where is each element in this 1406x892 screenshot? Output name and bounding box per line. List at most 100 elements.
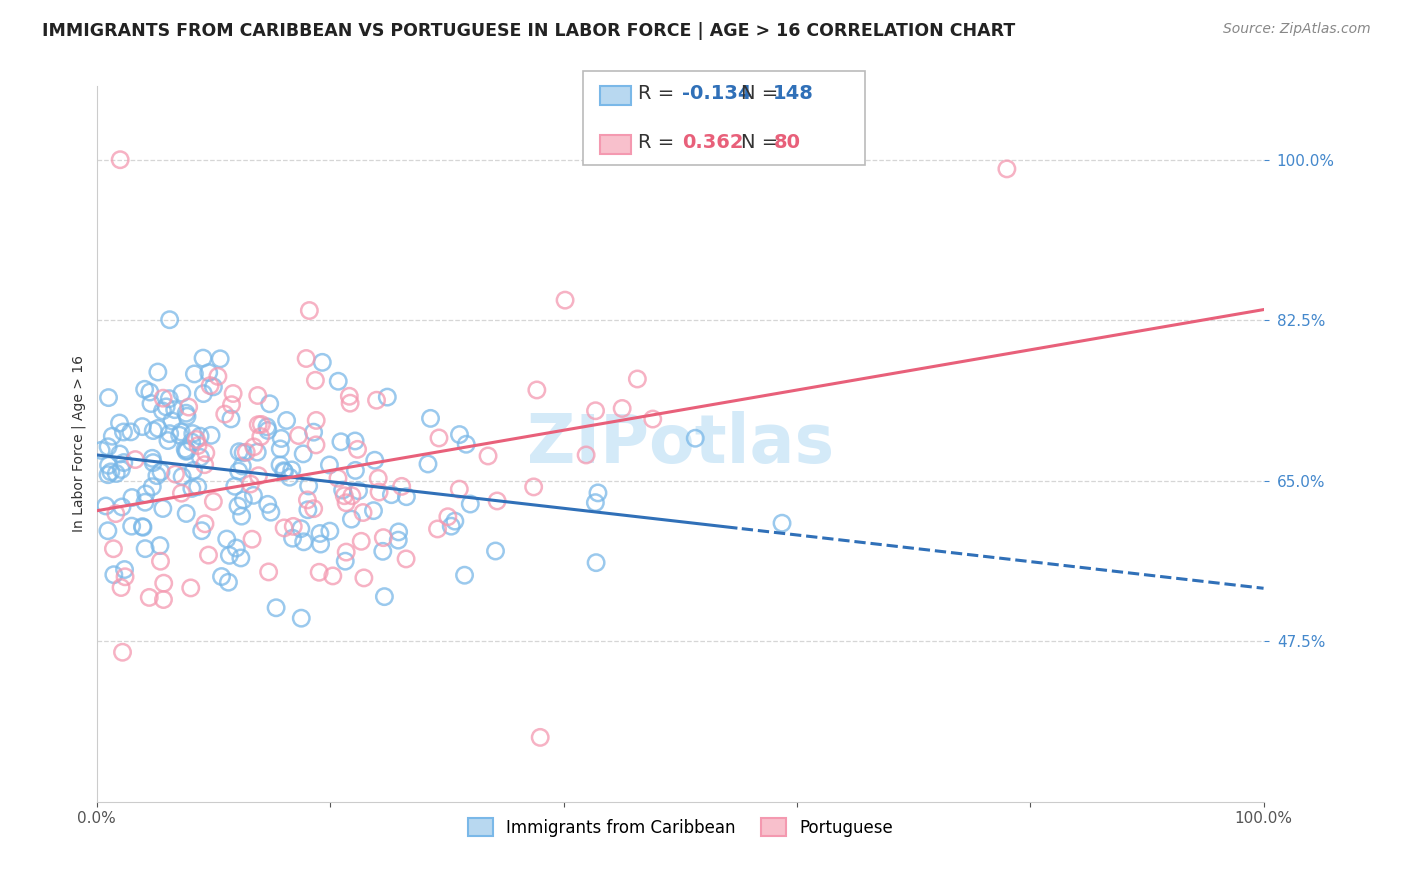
Point <box>108 447 131 461</box>
Point <box>134 495 156 509</box>
Point <box>458 497 481 511</box>
Point <box>585 403 607 417</box>
Point <box>152 576 174 591</box>
Point <box>105 467 128 481</box>
Point <box>141 451 163 466</box>
Point <box>290 522 312 536</box>
Point <box>373 590 395 604</box>
Point <box>486 494 509 508</box>
Point <box>155 400 177 414</box>
Point <box>104 507 127 521</box>
Point <box>152 404 174 418</box>
Point <box>257 565 280 579</box>
Point <box>335 496 357 510</box>
Point <box>228 444 250 458</box>
Point <box>304 373 326 387</box>
Point <box>174 406 197 420</box>
Point <box>225 541 247 555</box>
Point <box>170 486 193 500</box>
Point <box>146 421 169 435</box>
Point <box>319 524 342 538</box>
Point <box>264 600 287 615</box>
Point <box>292 534 315 549</box>
Point <box>134 382 156 396</box>
Point <box>157 392 180 406</box>
Point <box>232 446 254 460</box>
Point <box>139 396 162 410</box>
Text: R =: R = <box>638 133 681 153</box>
Point <box>246 388 269 402</box>
Point <box>156 434 179 448</box>
Point <box>190 450 212 465</box>
Point <box>134 541 156 556</box>
Point <box>186 433 208 447</box>
Point <box>215 532 238 546</box>
Point <box>380 488 402 502</box>
Point <box>585 556 607 570</box>
Point <box>456 437 478 451</box>
Point <box>368 485 391 500</box>
Point <box>283 519 305 533</box>
Text: 0.362: 0.362 <box>682 133 744 153</box>
Point <box>337 389 360 403</box>
Point <box>146 365 169 379</box>
Point <box>326 471 349 485</box>
Text: ZIPotlas: ZIPotlas <box>527 411 834 477</box>
Point <box>276 413 298 427</box>
Point <box>112 456 135 470</box>
Point <box>180 482 202 496</box>
Point <box>305 413 328 427</box>
Point <box>163 402 186 417</box>
Point <box>328 374 350 388</box>
Point <box>172 469 194 483</box>
Point <box>426 522 449 536</box>
Point <box>120 425 142 439</box>
Point <box>232 492 254 507</box>
Point <box>108 416 131 430</box>
Point <box>194 458 217 472</box>
Point <box>97 467 120 482</box>
Point <box>170 425 193 439</box>
Point <box>142 424 165 438</box>
Point <box>97 458 120 473</box>
Point <box>152 592 174 607</box>
Point <box>191 351 214 365</box>
Point <box>94 499 117 513</box>
Point <box>256 420 278 434</box>
Point <box>529 731 551 745</box>
Point <box>231 509 253 524</box>
Point <box>138 591 160 605</box>
Point <box>259 397 281 411</box>
Point <box>197 366 219 380</box>
Point <box>187 439 209 453</box>
Point <box>444 514 467 528</box>
Point <box>308 566 330 580</box>
Point <box>311 355 333 369</box>
Text: Source: ZipAtlas.com: Source: ZipAtlas.com <box>1223 22 1371 37</box>
Point <box>297 502 319 516</box>
Point <box>170 386 193 401</box>
Point <box>214 407 236 421</box>
Point <box>239 477 262 491</box>
Point <box>270 432 292 446</box>
Point <box>332 483 354 497</box>
Point <box>176 443 198 458</box>
Point <box>111 645 134 659</box>
Point <box>583 495 606 509</box>
Point <box>149 554 172 568</box>
Point <box>219 412 242 426</box>
Point <box>183 367 205 381</box>
Point <box>335 545 357 559</box>
Point <box>297 492 319 507</box>
Point <box>278 470 301 484</box>
Point <box>174 444 197 458</box>
Point <box>250 429 273 443</box>
Point <box>366 393 388 408</box>
Point <box>217 575 239 590</box>
Point <box>453 568 475 582</box>
Point <box>160 414 183 428</box>
Point <box>193 386 215 401</box>
Point <box>200 428 222 442</box>
Point <box>344 463 367 477</box>
Point <box>387 533 409 548</box>
